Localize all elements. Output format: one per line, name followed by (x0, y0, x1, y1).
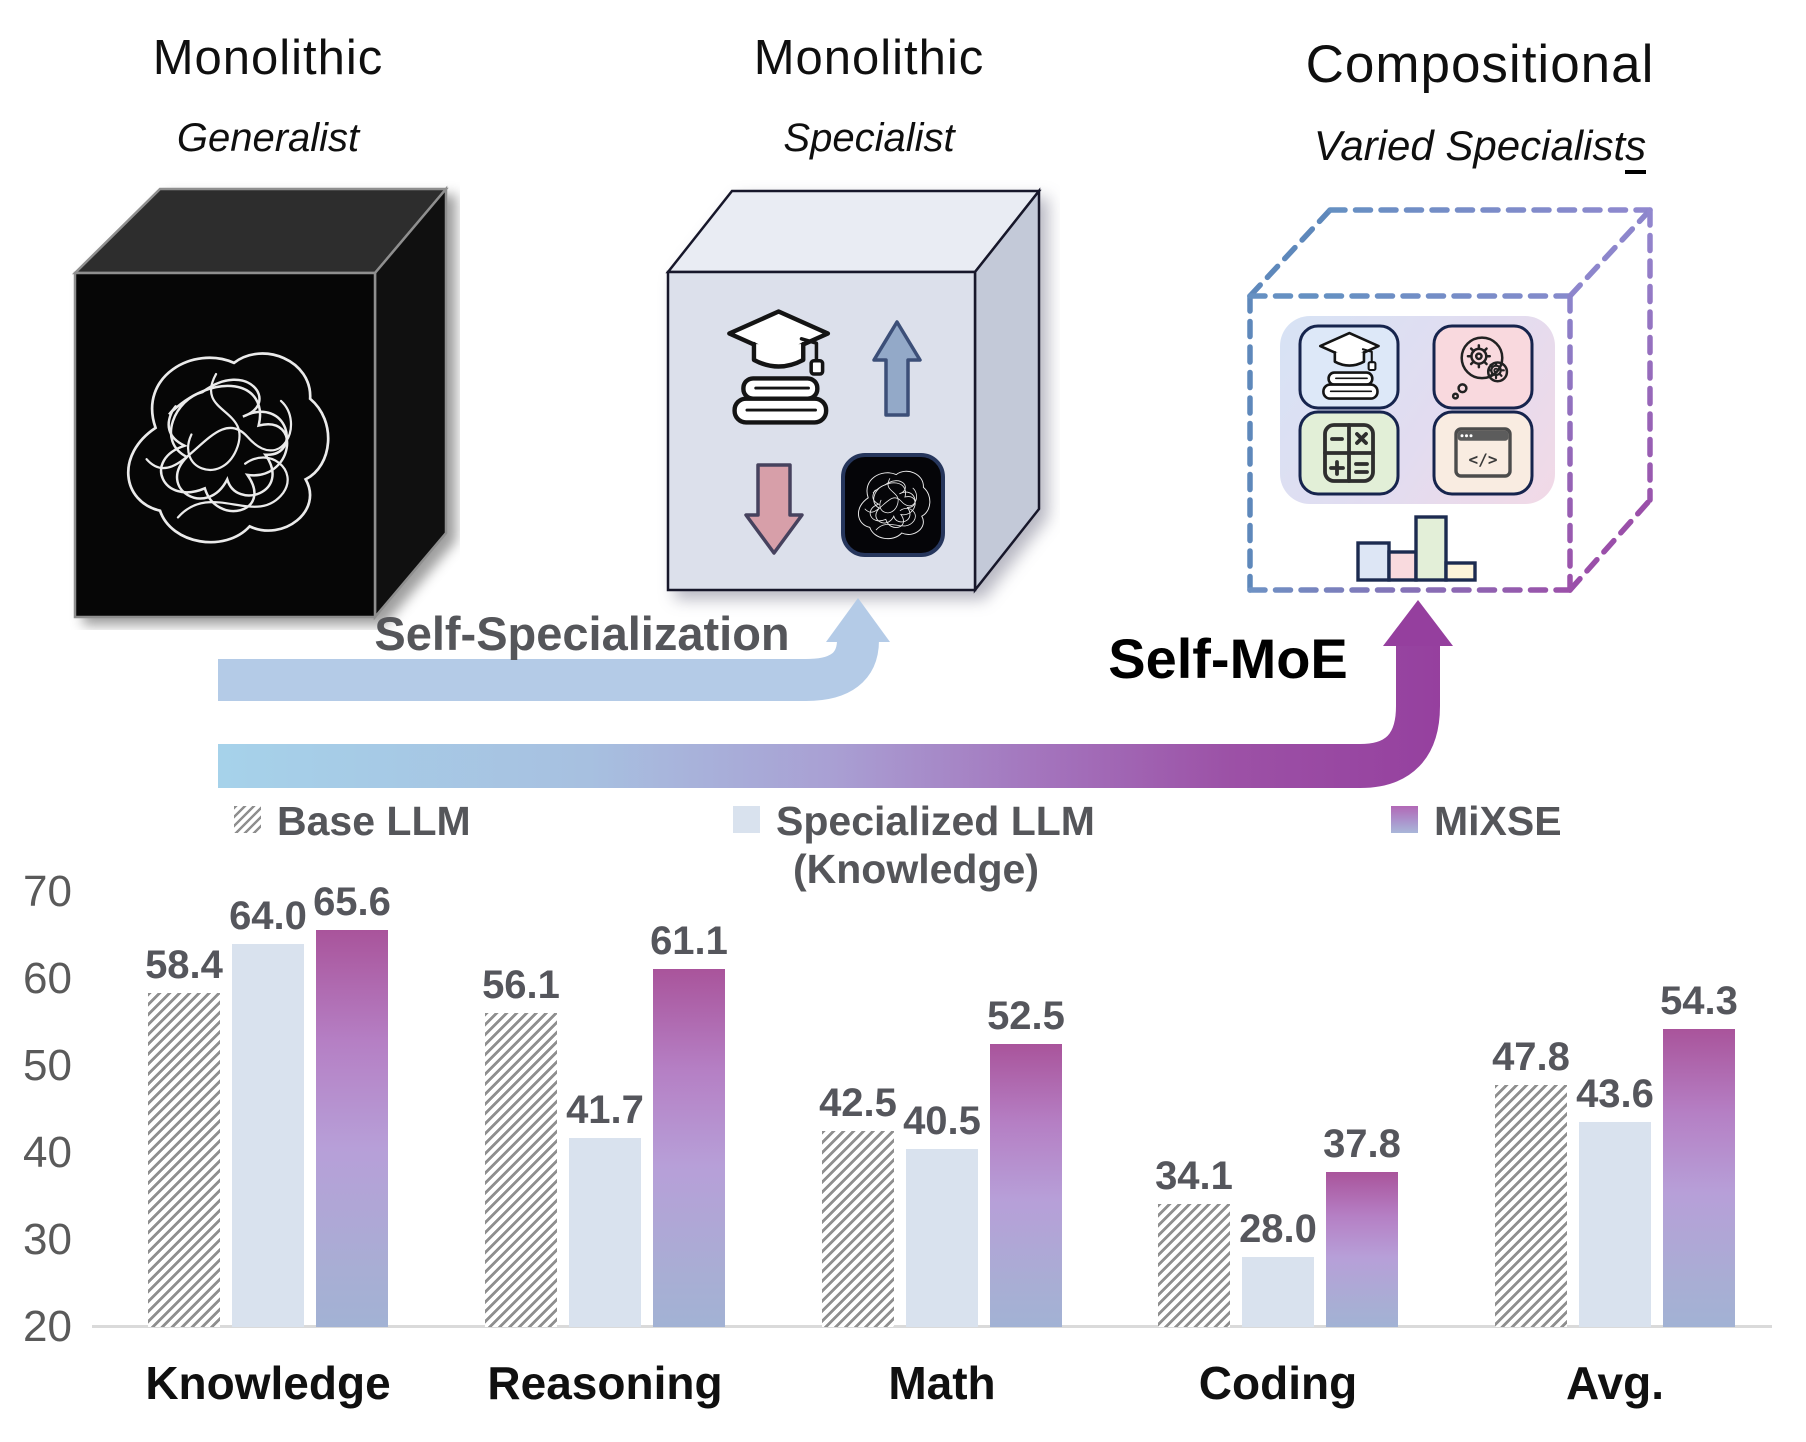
y-tick-20: 20 (23, 1302, 72, 1351)
knowledge-tile (1298, 324, 1400, 410)
legend-label: Specialized LLM (776, 798, 1095, 844)
bar-specialized-llm-knowledge-reasoning (569, 1138, 641, 1327)
legend-item-base-llm: Base LLM (234, 798, 471, 845)
specialist-cube (665, 187, 1042, 594)
reasoning-tile (1432, 324, 1534, 410)
value-label-base-llm-coding: 34.1 (1155, 1154, 1233, 1199)
bar-base-llm-reasoning (485, 1012, 557, 1327)
bar-base-llm-knowledge (148, 992, 220, 1327)
bar-base-llm-coding (1158, 1204, 1230, 1327)
y-tick-60: 60 (23, 954, 72, 1003)
coding-tile (1432, 410, 1534, 496)
value-label-specialized-llm-knowledge-math: 40.5 (903, 1098, 981, 1143)
category-label-coding: Coding (1198, 1357, 1358, 1409)
value-label-base-llm-knowledge: 58.4 (145, 942, 223, 987)
self-specialization-arrow (218, 598, 890, 701)
column2-subtitle: Specialist (783, 116, 955, 160)
value-label-specialized-llm-knowledge-knowledge: 64.0 (229, 894, 307, 939)
bar-mixse-avg (1663, 1028, 1735, 1327)
legend-label: MiXSE (1434, 798, 1562, 844)
value-label-mixse-math: 52.5 (987, 994, 1065, 1039)
base-llm-hatch-swatch (234, 806, 261, 833)
y-tick-50: 50 (23, 1041, 72, 1090)
bar-base-llm-avg (1495, 1085, 1567, 1327)
legend-item-mixse: MiXSE (1391, 798, 1562, 845)
value-label-mixse-reasoning: 61.1 (650, 919, 728, 964)
bar-specialized-llm-knowledge-math (906, 1148, 978, 1327)
value-label-base-llm-math: 42.5 (819, 1081, 897, 1126)
category-label-math: Math (888, 1357, 996, 1409)
self-specialization-label: Self-Specialization (374, 607, 790, 660)
bar-specialized-llm-knowledge-avg (1579, 1121, 1651, 1327)
column3-title: Compositional (1305, 35, 1655, 94)
compressed-tangle-box (841, 453, 945, 557)
value-label-mixse-knowledge: 65.6 (313, 880, 391, 925)
value-label-mixse-avg: 54.3 (1660, 978, 1738, 1023)
column3-subtitle: Varied Specialists (1280, 122, 1680, 174)
y-tick-30: 30 (23, 1215, 72, 1264)
bar-mixse-coding (1326, 1172, 1398, 1327)
y-tick-70: 70 (23, 867, 72, 916)
category-label-reasoning: Reasoning (487, 1357, 723, 1409)
bar-mixse-reasoning (653, 969, 725, 1327)
specialized-llm-swatch (733, 806, 760, 833)
bar-specialized-llm-knowledge-coding (1242, 1257, 1314, 1327)
category-label-knowledge: Knowledge (145, 1357, 391, 1409)
legend-label-line2: (Knowledge) (793, 846, 1039, 892)
compositional-cube (1247, 207, 1653, 593)
category-label-avg: Avg. (1566, 1357, 1664, 1409)
legend-item-specialized-llm: Specialized LLM (733, 798, 1095, 845)
value-label-base-llm-avg: 47.8 (1492, 1035, 1570, 1080)
self-moe-arrow (218, 600, 1453, 788)
up-arrow-icon (872, 320, 922, 417)
bar-mixse-math (990, 1044, 1062, 1327)
column2-title: Monolithic (753, 31, 985, 85)
bar-mixse-knowledge (316, 930, 388, 1327)
legend-label: Base LLM (277, 798, 471, 844)
generalist-cube (71, 185, 449, 621)
down-arrow-icon (744, 463, 804, 555)
value-label-mixse-coding: 37.8 (1323, 1122, 1401, 1167)
value-label-specialized-llm-knowledge-avg: 43.6 (1576, 1071, 1654, 1116)
transform-arrows (218, 598, 1453, 788)
self-moe-label: Self-MoE (1108, 627, 1348, 690)
column1-subtitle: Generalist (176, 116, 360, 160)
bar-specialized-llm-knowledge-knowledge (232, 944, 304, 1327)
math-tile (1298, 410, 1400, 496)
benchmark-bar-chart: 20 30 40 50 60 70 58.4 64.0 65.6 Knowledge 56.1 41.… (0, 867, 1806, 1442)
y-tick-40: 40 (23, 1128, 72, 1177)
column1-title: Monolithic (152, 31, 384, 85)
bar-base-llm-math (822, 1131, 894, 1327)
value-label-specialized-llm-knowledge-coding: 28.0 (1239, 1207, 1317, 1252)
value-label-specialized-llm-knowledge-reasoning: 41.7 (566, 1088, 644, 1133)
mixse-gradient-swatch (1391, 806, 1418, 833)
value-label-base-llm-reasoning: 56.1 (482, 962, 560, 1007)
